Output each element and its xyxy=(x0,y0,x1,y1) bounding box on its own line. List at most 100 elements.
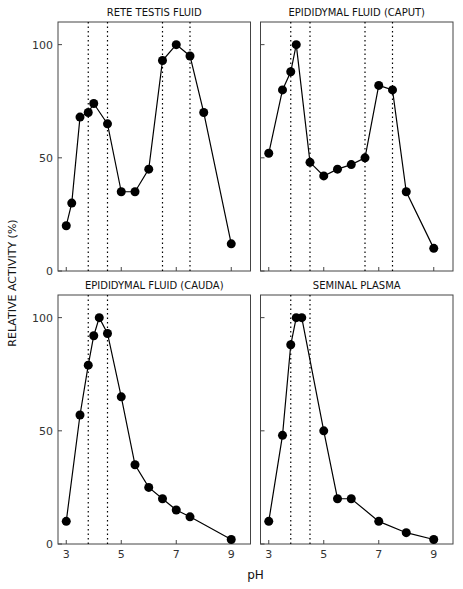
point xyxy=(144,483,153,492)
panel-title: EPIDIDYMAL FLUID (CAPUT) xyxy=(289,7,426,18)
y-tick xyxy=(58,430,62,431)
x-tick-label: 3 xyxy=(265,548,272,561)
plot-frame xyxy=(261,295,454,544)
marks xyxy=(62,22,236,271)
marks xyxy=(264,295,438,544)
point xyxy=(306,158,315,167)
point xyxy=(429,535,438,544)
point xyxy=(227,535,236,544)
y-tick-label: 0 xyxy=(46,538,53,551)
point xyxy=(286,67,295,76)
point xyxy=(264,149,273,158)
point xyxy=(103,119,112,128)
x-tick xyxy=(231,267,232,271)
panel: 3579050100EPIDIDYMAL FLUID (CAUDA) xyxy=(32,280,251,561)
x-tick-label: 9 xyxy=(228,548,235,561)
vline xyxy=(88,295,89,544)
y-tick xyxy=(261,271,265,272)
x-tick xyxy=(323,267,324,271)
point xyxy=(89,99,98,108)
vline xyxy=(290,295,291,544)
x-tick-label: 9 xyxy=(430,548,437,561)
plot-frame xyxy=(58,22,251,271)
point xyxy=(319,426,328,435)
y-tick xyxy=(58,157,62,158)
plot-frame xyxy=(58,295,251,544)
point xyxy=(62,517,71,526)
y-tick xyxy=(261,44,265,45)
line xyxy=(269,45,434,249)
panel-title: RETE TESTIS FLUID xyxy=(107,7,202,18)
panel: 3 5 7 9 SEMINAL PLASMA xyxy=(261,280,454,561)
y-tick xyxy=(261,544,265,545)
vline xyxy=(392,22,393,271)
y-tick-label: 100 xyxy=(32,312,53,325)
point xyxy=(89,331,98,340)
x-tick xyxy=(378,267,379,271)
x-tick-label: 7 xyxy=(375,548,382,561)
x-tick xyxy=(66,267,67,271)
x-tick xyxy=(121,267,122,271)
x-tick xyxy=(433,267,434,271)
y-tick xyxy=(261,430,265,431)
point xyxy=(347,494,356,503)
vline xyxy=(309,295,310,544)
point xyxy=(84,361,93,370)
point xyxy=(131,460,140,469)
marks xyxy=(62,295,236,544)
x-tick-label: 5 xyxy=(320,548,327,561)
line xyxy=(66,45,231,244)
point xyxy=(388,85,397,94)
point xyxy=(374,517,383,526)
point xyxy=(186,51,195,60)
chart: 050100RETE TESTIS FLUIDEPIDIDYMAL FLUID … xyxy=(0,0,463,589)
point xyxy=(199,108,208,117)
plot-frame xyxy=(261,22,454,271)
x-tick-label: 7 xyxy=(173,548,180,561)
point xyxy=(117,392,126,401)
y-tick xyxy=(58,44,62,45)
vline xyxy=(290,22,291,271)
point xyxy=(361,153,370,162)
point xyxy=(429,244,438,253)
panel: 0 50 100 RETE TESTIS FLUID xyxy=(32,7,251,278)
y-tick xyxy=(58,544,62,545)
point xyxy=(278,85,287,94)
point xyxy=(158,494,167,503)
panel-title: EPIDIDYMAL FLUID (CAUDA) xyxy=(85,280,224,291)
point xyxy=(402,187,411,196)
point xyxy=(297,313,306,322)
point xyxy=(374,81,383,90)
x-tick xyxy=(176,540,177,544)
point xyxy=(286,340,295,349)
x-tick xyxy=(378,540,379,544)
point xyxy=(186,512,195,521)
panel-title: SEMINAL PLASMA xyxy=(313,280,401,291)
x-tick xyxy=(268,267,269,271)
y-tick-label: 100 xyxy=(32,39,53,52)
marks xyxy=(264,22,438,271)
point xyxy=(103,329,112,338)
point xyxy=(172,40,181,49)
y-tick xyxy=(58,271,62,272)
vline xyxy=(107,22,108,271)
y-tick-label: 50 xyxy=(39,152,53,165)
point xyxy=(62,221,71,230)
line xyxy=(66,318,231,540)
y-axis-label: RELATIVE ACTIVITY (%) xyxy=(6,219,19,346)
x-axis-label: pH xyxy=(247,568,264,582)
point xyxy=(158,56,167,65)
x-tick xyxy=(323,540,324,544)
point xyxy=(76,113,85,122)
panel: EPIDIDYMAL FLUID (CAPUT) xyxy=(261,7,454,271)
point xyxy=(84,108,93,117)
point xyxy=(227,239,236,248)
y-tick-label: 0 xyxy=(46,265,53,278)
x-tick xyxy=(121,540,122,544)
x-tick-label: 3 xyxy=(63,548,70,561)
point xyxy=(292,40,301,49)
vline xyxy=(88,22,89,271)
y-tick-label: 50 xyxy=(39,425,53,438)
x-tick xyxy=(268,540,269,544)
y-tick xyxy=(261,157,265,158)
